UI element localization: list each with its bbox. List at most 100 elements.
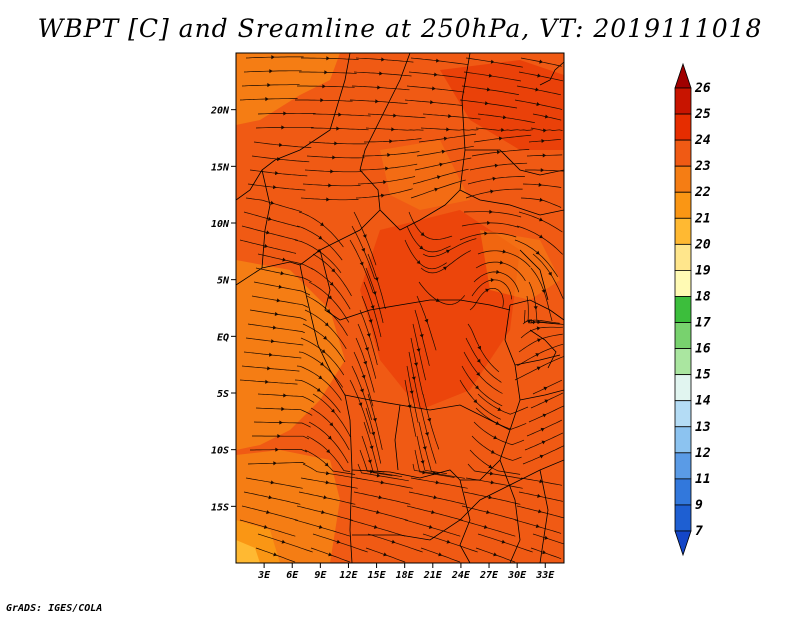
streamline-arrow — [533, 306, 538, 310]
streamline-arrow — [265, 96, 269, 102]
streamline — [243, 70, 302, 73]
streamline — [422, 238, 477, 257]
streamline-arrow — [420, 232, 425, 236]
streamline — [471, 279, 513, 300]
streamline — [477, 393, 529, 415]
streamline-arrow — [497, 407, 502, 411]
streamline-arrow — [431, 510, 435, 515]
streamline — [477, 113, 535, 124]
streamline-arrow — [269, 352, 273, 357]
streamline-arrow — [325, 480, 330, 485]
streamline — [304, 169, 363, 173]
streamline — [473, 271, 520, 293]
streamline-arrow — [422, 446, 427, 451]
colorbar-label: 26 — [694, 81, 711, 96]
streamline-arrow — [416, 348, 421, 353]
streamline — [251, 295, 309, 308]
x-tick-label: 9E — [314, 570, 327, 581]
streamline-arrow — [329, 281, 334, 286]
streamline-arrow — [543, 386, 548, 391]
streamline — [530, 267, 553, 322]
streamline-arrow — [537, 338, 541, 343]
streamline — [408, 491, 466, 505]
streamline-arrow — [484, 231, 488, 236]
streamline-arrow — [358, 402, 363, 407]
colorbar-swatch — [674, 243, 692, 271]
streamline — [467, 176, 525, 185]
y-tick-label: 15S — [211, 502, 229, 513]
streamline — [463, 71, 521, 82]
streamline-arrow — [391, 539, 396, 544]
colorbar-swatch — [674, 478, 692, 506]
streamline-arrow — [377, 85, 381, 90]
streamline — [255, 126, 314, 129]
streamline — [465, 57, 523, 68]
streamline — [367, 113, 426, 119]
colorbar-swatch — [674, 452, 692, 480]
x-tick-label: 21E — [423, 570, 443, 581]
streamline — [308, 421, 349, 464]
streamline-arrow — [324, 462, 329, 467]
streamline-arrow — [424, 432, 429, 436]
streamline-arrow — [538, 509, 542, 514]
streamline-arrow — [428, 524, 433, 529]
streamline-arrow — [486, 87, 491, 92]
streamline-arrow — [436, 58, 440, 63]
streamline — [404, 519, 461, 537]
streamline-arrow — [376, 473, 381, 478]
streamline-arrow — [493, 435, 498, 440]
streamline — [351, 505, 408, 521]
streamline-arrow — [283, 393, 287, 398]
streamline — [406, 85, 465, 93]
streamline-arrow — [273, 552, 278, 557]
streamline — [463, 351, 503, 394]
streamline — [404, 379, 417, 437]
streamline — [414, 309, 430, 366]
streamline-arrow — [270, 480, 275, 485]
x-tick-label: 18E — [396, 570, 415, 581]
streamline-arrow — [283, 111, 287, 116]
streamline-arrow — [338, 112, 342, 117]
streamline-arrow — [541, 289, 546, 294]
y-tick-label: 20N — [210, 106, 230, 117]
streamline — [302, 183, 361, 187]
streamline-arrow — [280, 271, 285, 276]
colorbar-swatch — [674, 217, 692, 245]
streamline — [365, 407, 382, 464]
colorbar-label: 15 — [695, 368, 711, 383]
streamline — [528, 405, 564, 423]
streamline — [349, 519, 406, 537]
streamline — [410, 179, 466, 199]
streamline-arrow — [267, 366, 271, 371]
streamline-arrow — [387, 152, 391, 158]
colorbar-label: 16 — [695, 342, 711, 357]
streamline-arrow — [413, 362, 419, 367]
streamline-arrow — [544, 114, 549, 119]
streamline — [250, 449, 308, 453]
streamline — [359, 309, 378, 365]
streamline — [461, 365, 503, 407]
streamline — [245, 477, 303, 489]
streamline — [241, 365, 300, 372]
colorbar-swatch — [674, 374, 692, 402]
streamline — [408, 351, 421, 409]
streamline-arrow — [267, 83, 271, 88]
streamline-arrow — [539, 217, 543, 222]
streamline-arrow — [318, 235, 323, 240]
streamline-arrow — [542, 413, 547, 418]
streamline-arrow — [267, 216, 272, 221]
streamline-arrow — [324, 322, 329, 327]
streamline-arrow — [318, 375, 323, 380]
streamline-arrow — [500, 127, 505, 132]
grads-credit: GrADS: IGES/COLA — [6, 603, 103, 614]
streamline-arrow — [409, 390, 414, 395]
streamline-arrow — [266, 230, 270, 235]
streamline-arrow — [321, 349, 326, 354]
streamline-arrow — [430, 100, 434, 105]
streamline-arrow — [489, 471, 494, 476]
streamline — [241, 505, 298, 521]
streamline-arrow — [499, 260, 504, 265]
y-tick-label: 15N — [211, 162, 230, 173]
streamline-arrow — [331, 268, 336, 273]
streamline-arrow — [488, 464, 493, 469]
